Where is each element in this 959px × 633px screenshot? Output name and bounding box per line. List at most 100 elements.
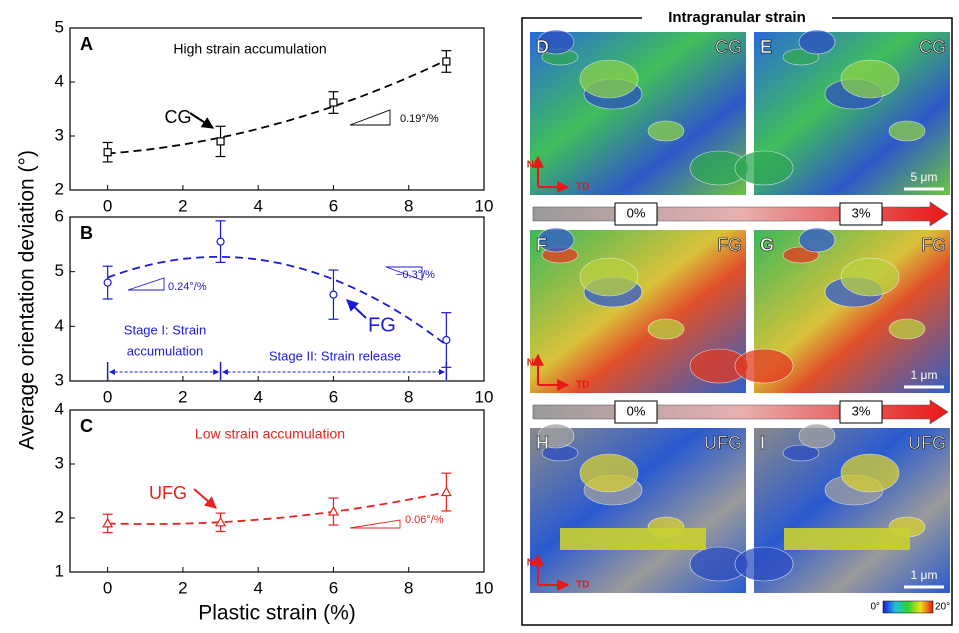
x-tick-label: 0	[103, 578, 112, 597]
pointer-arrow	[194, 489, 216, 508]
point	[443, 58, 450, 65]
grain-size-label: CG	[919, 37, 946, 57]
grain	[648, 121, 684, 141]
pointer-arrow	[190, 113, 213, 128]
annotation: Low strain accumulation	[195, 426, 345, 442]
colorbar-label: 0°	[870, 602, 880, 613]
x-tick-label: 2	[178, 578, 187, 597]
annotation: High strain accumulation	[173, 41, 326, 57]
x-tick-label: 10	[475, 196, 494, 215]
x-tick-label: 0	[103, 387, 112, 406]
x-tick-label: 6	[329, 578, 338, 597]
panel-letter: C	[80, 416, 93, 436]
y-tick-label: 2	[55, 507, 64, 526]
x-tick-label: 2	[178, 387, 187, 406]
grain	[580, 60, 638, 98]
annotation: Stage I: Strain	[124, 322, 206, 337]
annotation: UFG	[149, 483, 187, 503]
x-tick-label: 8	[404, 578, 413, 597]
x-tick-label: 0	[103, 196, 112, 215]
strain-label: 0%	[627, 205, 646, 220]
point	[330, 99, 337, 106]
annotation: −0.3°/%	[396, 269, 435, 281]
x-tick-label: 6	[329, 196, 338, 215]
grain	[841, 60, 899, 98]
x-axis-title: Plastic strain (%)	[198, 602, 356, 625]
y-tick-label: 6	[55, 206, 64, 225]
strain-label: 3%	[852, 403, 871, 418]
y-axis-title: Average orientation deviation (°)	[16, 150, 39, 450]
grain-size-label: FG	[717, 235, 742, 255]
fit-curve	[108, 60, 447, 153]
slope-triangle	[350, 520, 400, 528]
grain-size-label: CG	[715, 37, 742, 57]
axis-label: ND	[527, 558, 541, 569]
grain	[648, 319, 684, 339]
annotation: 0.24°/%	[168, 281, 207, 293]
point	[443, 337, 450, 344]
colorbar-label: 20°	[935, 602, 950, 613]
grain	[841, 454, 899, 492]
y-tick-label: 3	[55, 370, 64, 389]
y-tick-label: 3	[55, 125, 64, 144]
axis-label: ND	[527, 358, 541, 369]
x-tick-label: 8	[404, 196, 413, 215]
x-tick-label: 2	[178, 196, 187, 215]
y-tick-label: 5	[55, 17, 64, 36]
strain-arrow	[533, 400, 948, 424]
strain-label: 3%	[852, 205, 871, 220]
point	[330, 291, 337, 298]
scale-bar-label: 1 μm	[911, 568, 938, 582]
grain-size-label: UFG	[704, 433, 742, 453]
point	[104, 149, 111, 156]
panel-letter: G	[760, 235, 774, 255]
grain	[841, 258, 899, 296]
slope-triangle	[128, 278, 164, 290]
annotation: 0.19°/%	[400, 113, 439, 125]
y-tick-label: 4	[55, 399, 64, 418]
y-tick-label: 1	[55, 561, 64, 580]
grain	[580, 454, 638, 492]
annotation: 0.06°/%	[405, 514, 444, 526]
grain	[799, 228, 835, 252]
pointer-arrow	[347, 300, 366, 318]
micrograph-title: Intragranular strain	[668, 9, 806, 26]
axis-label: TD	[576, 580, 589, 591]
x-tick-label: 8	[404, 387, 413, 406]
point	[217, 138, 224, 145]
panel-letter: B	[80, 223, 93, 243]
scale-bar-label: 5 μm	[911, 170, 938, 184]
grain	[889, 121, 925, 141]
x-tick-label: 4	[253, 196, 262, 215]
scale-bar-label: 1 μm	[911, 368, 938, 382]
strain-label: 0%	[627, 403, 646, 418]
panel-letter: A	[80, 34, 93, 54]
grain	[784, 528, 910, 550]
panel-letter: E	[760, 37, 772, 57]
grain-size-label: FG	[921, 235, 946, 255]
point	[329, 507, 338, 515]
axis-label: TD	[576, 182, 589, 193]
figure: A23450246810High strain accumulationCG0.…	[0, 0, 959, 633]
grain	[735, 151, 793, 185]
y-tick-label: 4	[55, 71, 64, 90]
y-tick-label: 5	[55, 261, 64, 280]
panel-letter: H	[536, 433, 549, 453]
grain	[580, 258, 638, 296]
colorbar	[883, 601, 933, 613]
panel-letter: I	[760, 433, 765, 453]
grain	[799, 30, 835, 54]
axis-label: TD	[576, 380, 589, 391]
panel-letter: F	[536, 235, 547, 255]
axis-label: ND	[527, 160, 541, 171]
x-tick-label: 10	[475, 387, 494, 406]
grain	[799, 424, 835, 448]
point	[104, 279, 111, 286]
x-tick-label: 10	[475, 578, 494, 597]
grain	[735, 547, 793, 581]
grain	[560, 528, 706, 550]
x-tick-label: 4	[253, 387, 262, 406]
slope-triangle	[350, 110, 390, 125]
grain	[889, 319, 925, 339]
y-tick-label: 2	[55, 179, 64, 198]
